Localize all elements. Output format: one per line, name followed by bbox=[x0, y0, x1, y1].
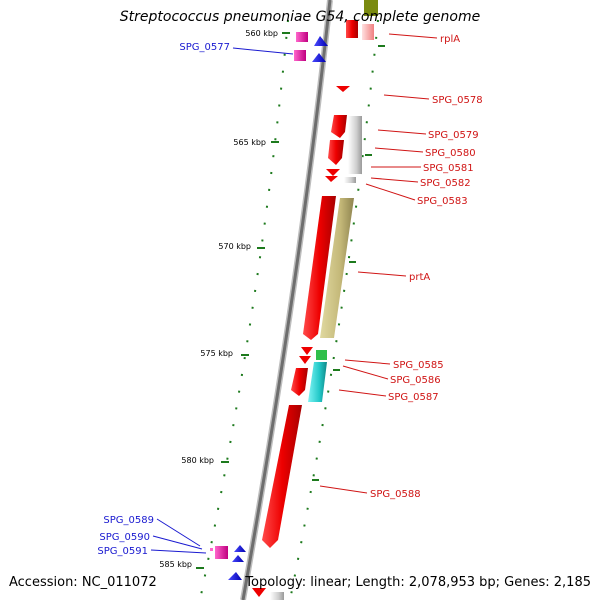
gene-label-SPG_0586: SPG_0586 bbox=[390, 375, 441, 386]
gene-label-SPG_0580: SPG_0580 bbox=[425, 148, 476, 159]
gene-glyph bbox=[215, 546, 228, 559]
homolog-glyph bbox=[270, 592, 284, 600]
gene-glyph-arrow bbox=[312, 53, 326, 62]
scale-ticks: 560 kbp 565 kbp 570 kbp 575 kbp 580 kbp … bbox=[159, 29, 385, 569]
leader-line bbox=[156, 518, 201, 547]
gene-label-SPG_0588: SPG_0588 bbox=[370, 489, 421, 500]
leader-line bbox=[232, 47, 294, 55]
gene-label-rplA: rplA bbox=[440, 34, 460, 45]
gene-label-SPG_0590: SPG_0590 bbox=[99, 532, 150, 543]
tick-label: 565 kbp bbox=[233, 138, 266, 147]
leader-line bbox=[150, 549, 207, 554]
leader-line bbox=[338, 389, 387, 397]
gene-glyph bbox=[291, 368, 308, 396]
leader-line bbox=[374, 147, 424, 153]
gene-glyph bbox=[252, 588, 266, 597]
gene-glyph bbox=[294, 50, 306, 61]
gene-glyph bbox=[331, 115, 347, 138]
tick-label: 580 kbp bbox=[181, 456, 214, 465]
gene-label-SPG_0589: SPG_0589 bbox=[103, 515, 154, 526]
label-leaders bbox=[150, 33, 438, 554]
gene-glyph bbox=[296, 32, 308, 42]
homolog-glyph bbox=[308, 362, 327, 402]
leader-line bbox=[383, 94, 430, 100]
gene-glyph-arrow bbox=[314, 36, 328, 46]
gene-glyph-arrow bbox=[228, 572, 242, 580]
gene-label-SPG_0579: SPG_0579 bbox=[428, 130, 479, 141]
gene-label-SPG_0582: SPG_0582 bbox=[420, 178, 471, 189]
leader-line bbox=[365, 183, 416, 201]
backbone bbox=[241, 0, 332, 600]
homolog-glyph bbox=[364, 0, 378, 16]
gene-label-SPG_0581: SPG_0581 bbox=[423, 163, 474, 174]
leader-line bbox=[152, 535, 203, 550]
leader-line bbox=[370, 177, 419, 183]
accession-text: Accession: NC_011072 bbox=[9, 575, 157, 590]
homolog-glyph bbox=[362, 24, 374, 40]
gene-glyphs bbox=[210, 0, 378, 600]
gene-glyph-arrow bbox=[234, 545, 246, 552]
homolog-glyph bbox=[348, 116, 362, 174]
gene-glyph-arrow bbox=[232, 555, 244, 562]
tick-label: 575 kbp bbox=[200, 349, 233, 358]
gene-glyph bbox=[301, 347, 313, 355]
leader-line bbox=[377, 129, 427, 135]
gene-label-SPG_0587: SPG_0587 bbox=[388, 392, 439, 403]
gene-label-SPG_0578: SPG_0578 bbox=[432, 95, 483, 106]
homolog-glyph bbox=[344, 177, 356, 183]
genome-summary-text: Topology: linear; Length: 2,078,953 bp; … bbox=[245, 575, 591, 590]
gene-label-SPG_0577: SPG_0577 bbox=[179, 42, 230, 53]
gene-glyph bbox=[325, 176, 338, 182]
gene-glyph bbox=[326, 169, 340, 176]
tick-label: 560 kbp bbox=[245, 29, 278, 38]
leader-line bbox=[342, 365, 389, 380]
gene-glyph bbox=[299, 356, 311, 364]
tick-label: 585 kbp bbox=[159, 560, 192, 569]
gene-label-SPG_0591: SPG_0591 bbox=[97, 546, 148, 557]
map-title: Streptococcus pneumoniae G54, complete g… bbox=[119, 9, 481, 25]
gene-label-SPG_0583: SPG_0583 bbox=[417, 196, 468, 207]
gene-label-SPG_0585: SPG_0585 bbox=[393, 360, 444, 371]
tick-label: 570 kbp bbox=[218, 242, 251, 251]
leader-line bbox=[388, 33, 438, 39]
gene-label-prtA: prtA bbox=[409, 272, 430, 283]
homolog-glyph bbox=[316, 350, 327, 360]
gene-glyph bbox=[328, 140, 344, 165]
homolog-glyph-prtA bbox=[320, 198, 354, 338]
gene-glyph-rplA-partial bbox=[346, 20, 358, 38]
gene-glyph-arrow bbox=[336, 86, 350, 92]
gene-glyph bbox=[210, 548, 213, 551]
leader-line bbox=[344, 359, 391, 365]
leader-line bbox=[357, 271, 407, 277]
gene-glyph-prtA bbox=[303, 196, 336, 340]
gene-labels: SPG_0577 rplA SPG_0578 SPG_0579 SPG_0580… bbox=[97, 34, 482, 557]
leader-line bbox=[319, 485, 368, 494]
gene-glyph-SPG_0588 bbox=[262, 405, 302, 548]
